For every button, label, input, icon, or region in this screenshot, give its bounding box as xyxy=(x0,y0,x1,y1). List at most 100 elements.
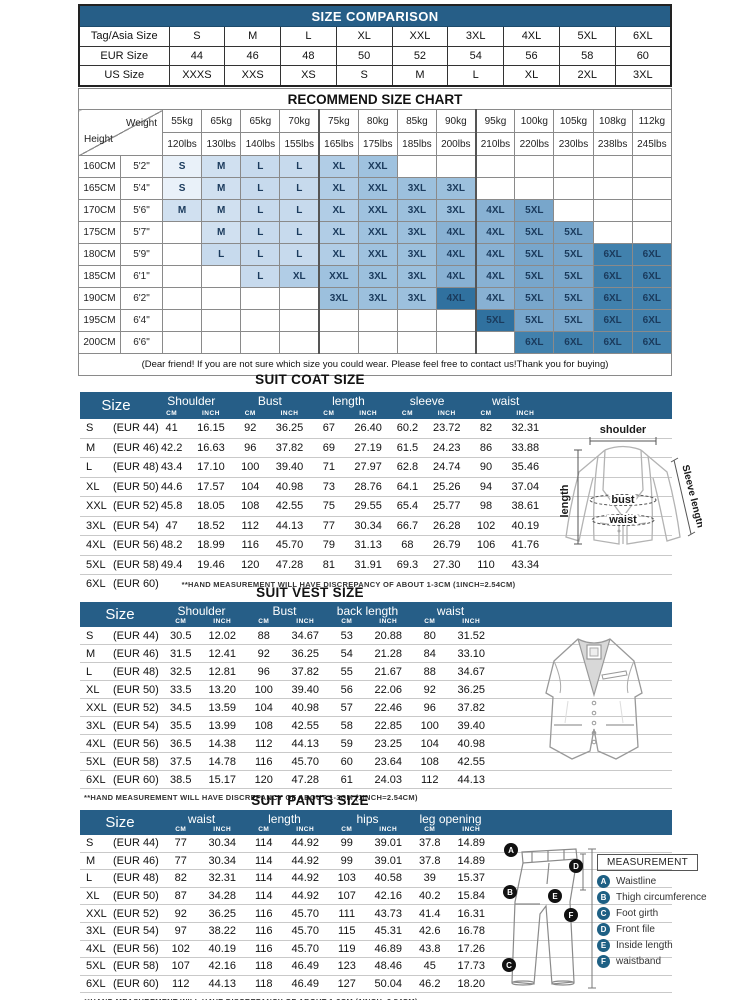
cell: 97 xyxy=(174,925,187,938)
cell: 104 xyxy=(254,701,273,714)
legend-key-badge: B xyxy=(597,891,610,904)
height-cm-cell: 190CM xyxy=(78,287,121,310)
eur-size: (EUR 60) xyxy=(113,773,159,786)
cell: 25.77 xyxy=(432,500,461,513)
weight-kg-cell: 100kg xyxy=(514,109,555,133)
size-cell: 5XL xyxy=(553,221,594,244)
legend-key-badge: F xyxy=(597,955,610,968)
corner-height-label: Height xyxy=(84,134,113,145)
column-group-header: Shoulder CM INCH xyxy=(152,392,231,419)
eur-size: (EUR 58) xyxy=(113,755,159,768)
marker-e: E xyxy=(552,892,558,901)
cell: S xyxy=(168,26,226,47)
size-code: S xyxy=(86,837,94,850)
measurement-legend: MEASUREMENT A Waistline B Thigh circumferen… xyxy=(597,852,747,968)
size-cell xyxy=(161,309,203,332)
cell: 39.40 xyxy=(275,461,304,474)
size-column-header: Size xyxy=(101,397,131,414)
hand-measurement-footnote: **HAND MEASUREMENT WILL HAVE DISCREPANCY… xyxy=(181,579,516,589)
suit-coat-icon xyxy=(565,445,681,545)
height-ft-cell: 5'7" xyxy=(120,221,163,244)
shoulder-label: shoulder xyxy=(600,424,647,436)
group-label: Shoulder xyxy=(167,394,216,408)
table-row: L (EUR 48) 82 32.31 114 44.92 103 40.58 39 15.37 xyxy=(80,870,672,888)
cell: 82 xyxy=(174,872,187,885)
size-label: 4XL (EUR 56) xyxy=(80,943,160,955)
table-row: EUR Size 44 46 48 50 52 54 56 58 60 xyxy=(78,45,672,66)
table-row: 175CM 5'7" M L L XL XXL 3XL 4XL 4XL 5XL 5XL xyxy=(78,221,673,244)
size-code: XXL xyxy=(86,500,107,513)
size-cell: L xyxy=(279,155,321,178)
size-label: M (EUR 46) xyxy=(80,441,159,454)
unit-labels: CM INCH xyxy=(160,826,243,835)
cell: 100 xyxy=(254,683,273,696)
size-cell: 5XL xyxy=(514,221,555,244)
size-cell: M xyxy=(201,199,242,222)
unit-labels: CM INCH xyxy=(243,826,326,835)
pants-markers: A D B E F C xyxy=(502,843,583,972)
cell: 114 xyxy=(254,837,273,850)
coat-table-header: Size Shoulder CM INCH Bust CM INCH length CM INC… xyxy=(80,392,672,419)
size-cell: 6XL xyxy=(553,331,594,354)
cell: 84 xyxy=(423,647,436,660)
cell: 104 xyxy=(420,737,439,750)
height-ft-cell: 5'4" xyxy=(120,177,163,200)
group-label: Bust xyxy=(272,604,297,618)
table-row: 3XL (EUR 54) 97 38.22 116 45.70 115 45.31 42.6 16… xyxy=(80,923,672,941)
size-label: S (EUR 44) xyxy=(80,422,159,434)
cell: 35.5 xyxy=(170,719,192,732)
cell: 33.10 xyxy=(457,647,486,660)
cell: 45 xyxy=(423,960,436,973)
cell: 60 xyxy=(340,755,353,768)
cell: 98 xyxy=(479,500,493,513)
cell: XL xyxy=(335,26,393,47)
cell: 96 xyxy=(423,701,436,714)
size-label: 4XL (EUR 56) xyxy=(80,738,160,750)
size-cell: 5XL xyxy=(514,287,555,310)
cell: 36.25 xyxy=(291,647,320,660)
cell: 45.8 xyxy=(160,500,183,513)
height-ft-cell: 6'4" xyxy=(120,309,163,332)
size-code: L xyxy=(86,872,93,885)
length-label: length xyxy=(559,484,571,517)
cell: 43.8 xyxy=(419,942,441,955)
cell: 94 xyxy=(479,480,493,493)
size-code: M xyxy=(86,441,96,454)
cell: 127 xyxy=(337,978,356,991)
eur-size: (EUR 54) xyxy=(113,519,159,532)
height-cm-cell: 170CM xyxy=(78,199,121,222)
size-cell xyxy=(201,309,242,332)
size-cell: 5XL xyxy=(553,265,594,288)
size-cell: XXL xyxy=(357,155,398,178)
size-cell: L xyxy=(240,265,281,288)
weight-kg-cell: 105kg xyxy=(553,109,594,133)
size-cell: 6XL xyxy=(592,331,633,354)
cell: 38.22 xyxy=(208,925,237,938)
cell: 112 xyxy=(241,519,260,532)
cell: 49.4 xyxy=(160,558,183,571)
cell: 119 xyxy=(337,942,356,955)
height-cm-cell: 165CM xyxy=(78,177,121,200)
marker-a: A xyxy=(508,846,514,855)
cell: 54 xyxy=(447,45,505,66)
cell: 47.28 xyxy=(275,558,304,571)
size-cell xyxy=(161,287,203,310)
vest-section-title: SUIT VEST SIZE xyxy=(256,585,364,600)
pants-icon xyxy=(511,848,578,986)
size-cell: 6XL xyxy=(514,331,555,354)
size-cell: XL xyxy=(318,155,359,178)
eur-size: (EUR 50) xyxy=(113,480,159,493)
size-cell xyxy=(475,331,516,354)
size-comparison-table: SIZE COMPARISON Tag/Asia Size S M L XL XXL 3XL… xyxy=(78,4,672,87)
cell: 114 xyxy=(254,890,273,903)
size-cell: 3XL xyxy=(435,199,477,222)
size-cell: 4XL xyxy=(475,243,516,266)
size-cell: 3XL xyxy=(435,177,477,200)
table-row: 6XL (EUR 60) 112 44.13 118 46.49 127 50.04 46.2 1… xyxy=(80,976,672,994)
cell: 44.13 xyxy=(457,773,486,786)
legend-key-badge: A xyxy=(597,875,610,888)
cell: 43.4 xyxy=(160,461,183,474)
cell: 26.40 xyxy=(354,422,382,435)
cell: 60 xyxy=(614,45,672,66)
cell: 103 xyxy=(337,872,356,885)
